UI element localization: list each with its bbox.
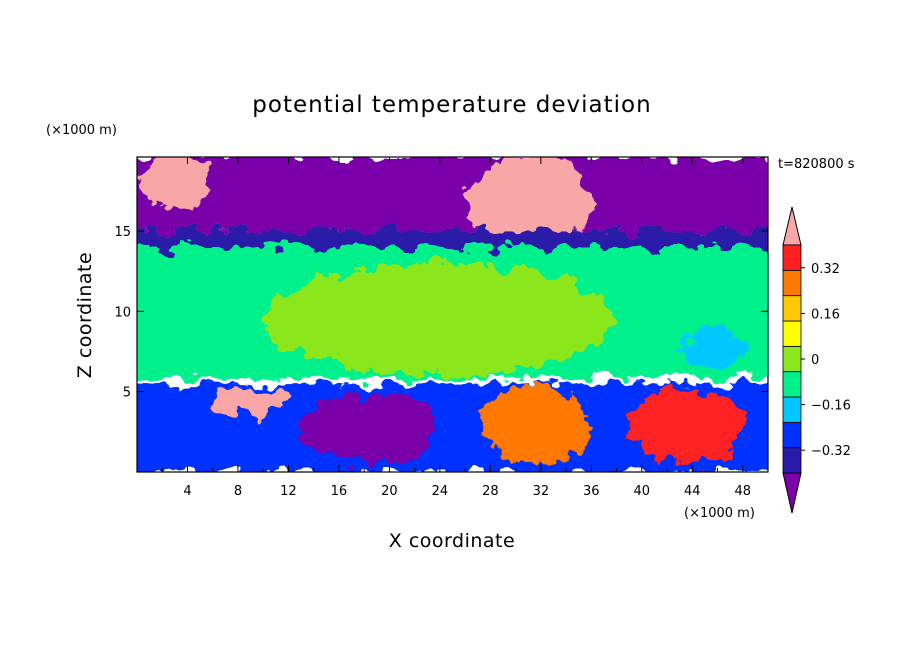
colorbar-label: −0.32 — [811, 444, 851, 459]
contour-region — [137, 157, 768, 231]
x-axis: 4 8 12 16 20 24 28 32 36 40 44 48 — [161, 157, 751, 499]
colorbar-swatch — [782, 421, 802, 449]
chart-title: potential temperature deviation — [252, 92, 651, 118]
x-tick-label: 4 — [183, 484, 191, 499]
colorbar-label: −0.16 — [811, 399, 851, 414]
x-tick-label: 40 — [634, 484, 651, 499]
contour-region — [477, 386, 592, 464]
x-tick-label: 48 — [734, 484, 751, 499]
x-tick-label: 28 — [482, 484, 499, 499]
x-unit-label: (×1000 m) — [684, 506, 755, 521]
contour-region — [137, 230, 768, 247]
x-tick-label: 32 — [533, 484, 550, 499]
x-tick-label: 36 — [583, 484, 600, 499]
colorbar-extend-max — [782, 206, 802, 246]
colorbar: 0.32 0.16 0 −0.16 −0.32 — [782, 206, 851, 514]
x-tick-label: 44 — [684, 484, 701, 499]
colorbar-swatch — [782, 295, 802, 322]
contour-region — [301, 391, 440, 464]
colorbar-swatch — [782, 447, 802, 474]
y-tick-label: 5 — [123, 386, 131, 401]
x-tick-label: 16 — [331, 484, 348, 499]
colorbar-label: 0.32 — [811, 262, 840, 277]
y-unit-label: (×1000 m) — [46, 123, 117, 138]
contour-region — [629, 386, 743, 464]
y-axis-title: Z coordinate — [74, 252, 96, 378]
contour-region — [465, 157, 592, 247]
x-tick-label: 8 — [234, 484, 242, 499]
colorbar-swatch — [782, 345, 802, 373]
colorbar-label: 0 — [811, 353, 819, 368]
colorbar-extend-min — [782, 472, 802, 514]
colorbar-swatch — [782, 396, 802, 423]
y-tick-label: 10 — [114, 305, 131, 320]
contour-region — [263, 263, 617, 376]
x-axis-title: X coordinate — [389, 530, 515, 552]
time-label: t=820800 s — [778, 157, 855, 172]
y-axis: 5 10 15 — [114, 225, 768, 401]
colorbar-swatch — [782, 320, 802, 347]
contour-region — [679, 327, 743, 368]
colorbar-label: 0.16 — [811, 307, 840, 322]
contour-region — [212, 386, 289, 416]
x-tick-label: 24 — [432, 484, 449, 499]
colorbar-swatch — [782, 371, 802, 398]
x-tick-label: 20 — [381, 484, 398, 499]
x-tick-label: 12 — [280, 484, 297, 499]
colorbar-swatch — [782, 269, 802, 297]
colorbar-swatch — [782, 244, 802, 271]
y-tick-label: 15 — [114, 225, 131, 240]
plot-frame — [136, 156, 769, 473]
contour-region — [137, 157, 213, 207]
contour-field — [137, 157, 768, 472]
